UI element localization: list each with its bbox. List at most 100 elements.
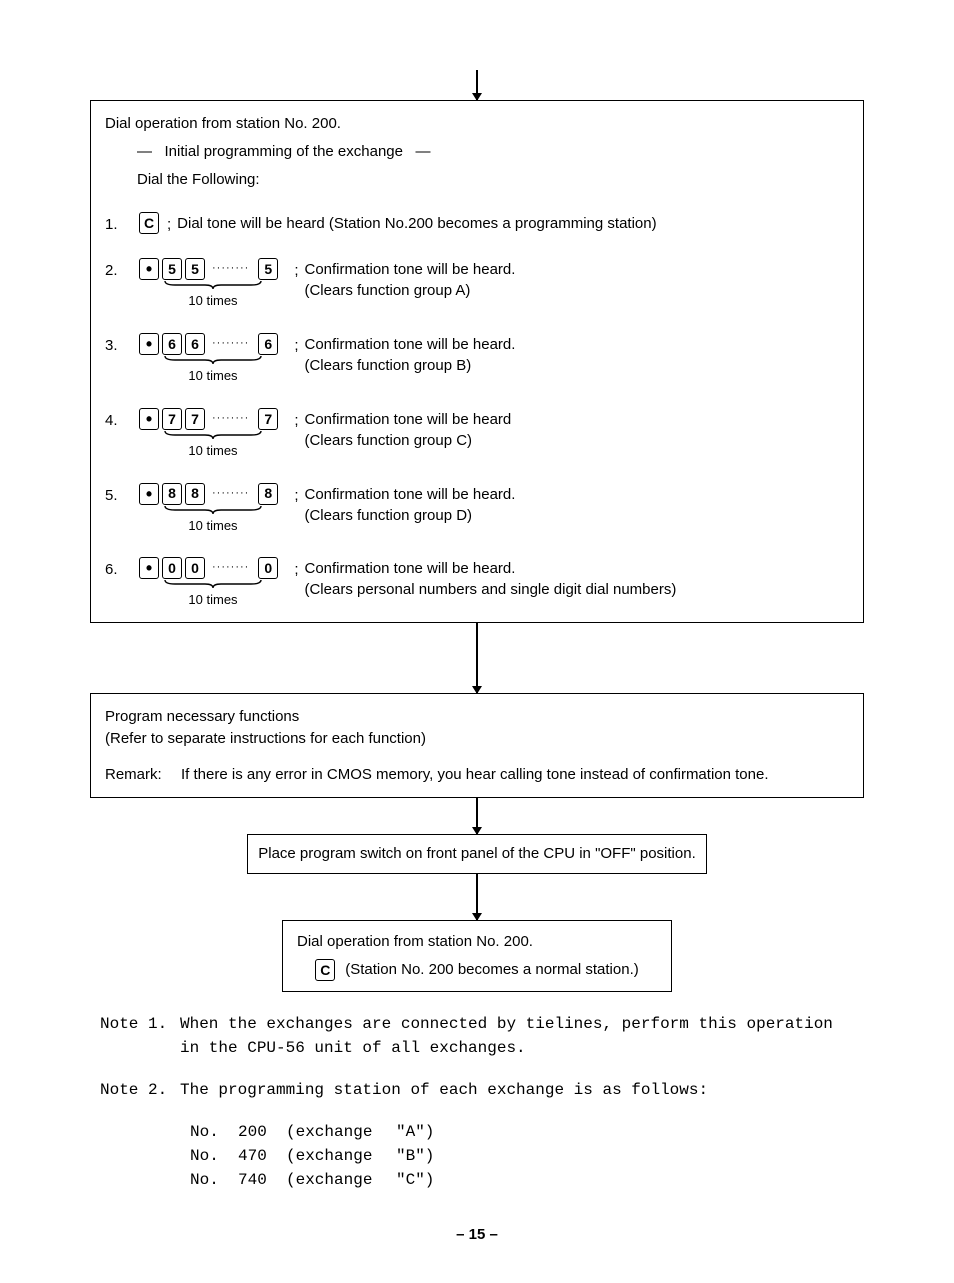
dots: ········ [208, 560, 255, 576]
key-digit: 6 [162, 333, 182, 355]
ex-ex: (exchange [286, 1120, 396, 1144]
semicolon: ; [167, 212, 171, 236]
semicolon: ; [294, 333, 298, 357]
notes: Note 1. When the exchanges are connected… [100, 1012, 854, 1192]
box2-line1: Program necessary functions [105, 706, 849, 728]
brace: 10 times [163, 280, 263, 311]
dots: ········ [208, 411, 255, 427]
key-c-2: C [315, 959, 335, 981]
ex-id: "B") [396, 1144, 434, 1168]
steps-container: 2.•55········510 times;Confirmation tone… [105, 258, 849, 610]
step-row: 5.•88········810 times;Confirmation tone… [105, 483, 849, 536]
note-2: Note 2. The programming station of each … [100, 1078, 854, 1102]
step-num: 2. [105, 258, 139, 282]
key-dot: • [139, 557, 159, 579]
step-row: 6.•00········010 times;Confirmation tone… [105, 557, 849, 610]
ex-num: 470 [238, 1144, 286, 1168]
ex-no: No. [190, 1168, 238, 1192]
key-digit: 7 [185, 408, 205, 430]
key-digit: 5 [185, 258, 205, 280]
key-digit: 5 [162, 258, 182, 280]
box2-remark: Remark: If there is any error in CMOS me… [105, 764, 849, 786]
box4-text2: (Station No. 200 becomes a normal statio… [345, 959, 638, 981]
box4-line1: Dial operation from station No. 200. [297, 931, 657, 953]
semicolon: ; [294, 258, 298, 282]
note2-label: Note 2. [100, 1078, 180, 1102]
semicolon: ; [294, 408, 298, 432]
step-keys: •88········810 times [139, 483, 278, 536]
step-1: 1. C ; Dial tone will be heard (Station … [105, 212, 849, 236]
step-desc: Confirmation tone will be heard(Clears f… [304, 408, 511, 451]
key-digit: 8 [162, 483, 182, 505]
step-num: 3. [105, 333, 139, 357]
step-keys: •66········610 times [139, 333, 278, 386]
ex-ex: (exchange [286, 1168, 396, 1192]
key-digit: 0 [162, 557, 182, 579]
key-dot: • [139, 408, 159, 430]
arrow-2-3 [476, 798, 478, 834]
step-row: 4.•77········710 times;Confirmation tone… [105, 408, 849, 461]
key-digit: 8 [185, 483, 205, 505]
ex-id: "C") [396, 1168, 434, 1192]
box1-line2: — Initial programming of the exchange — [105, 141, 849, 163]
step-num: 5. [105, 483, 139, 507]
key-digit: 0 [258, 557, 278, 579]
exchange-row: No.740(exchange"C") [190, 1168, 854, 1192]
step-desc: Confirmation tone will be heard.(Clears … [304, 333, 515, 376]
box-dial-normal: Dial operation from station No. 200. C (… [282, 920, 672, 992]
key-dot: • [139, 258, 159, 280]
arrow-1-2 [476, 623, 478, 693]
ex-num: 740 [238, 1168, 286, 1192]
semicolon: ; [294, 557, 298, 581]
key-dot: • [139, 333, 159, 355]
exchange-row: No.200(exchange"A") [190, 1120, 854, 1144]
key-digit: 6 [258, 333, 278, 355]
dots: ········ [208, 261, 255, 277]
step-num: 4. [105, 408, 139, 432]
key-digit: 6 [185, 333, 205, 355]
ex-id: "A") [396, 1120, 434, 1144]
box-program-functions: Program necessary functions (Refer to se… [90, 693, 864, 798]
times-label: 10 times [163, 292, 263, 311]
step-row: 2.•55········510 times;Confirmation tone… [105, 258, 849, 311]
key-dot: • [139, 483, 159, 505]
box4-line2: C (Station No. 200 becomes a normal stat… [297, 959, 657, 981]
note1-label: Note 1. [100, 1012, 180, 1060]
step-desc: Confirmation tone will be heard.(Clears … [304, 258, 515, 301]
box1-header: Dial operation from station No. 200. — I… [105, 113, 849, 190]
step-desc: Confirmation tone will be heard.(Clears … [304, 483, 515, 526]
dots: ········ [208, 486, 255, 502]
box-dial-operation: Dial operation from station No. 200. — I… [90, 100, 864, 623]
ex-no: No. [190, 1120, 238, 1144]
brace: 10 times [163, 579, 263, 610]
page-number: – 15 – [70, 1226, 884, 1243]
arrow-3-4 [476, 874, 478, 920]
ex-ex: (exchange [286, 1144, 396, 1168]
step-num: 1. [105, 212, 139, 236]
exchange-row: No.470(exchange"B") [190, 1144, 854, 1168]
key-digit: 0 [185, 557, 205, 579]
brace: 10 times [163, 430, 263, 461]
times-label: 10 times [163, 367, 263, 386]
step-keys: •00········010 times [139, 557, 278, 610]
note1-text: When the exchanges are connected by tiel… [180, 1012, 854, 1060]
key-digit: 7 [258, 408, 278, 430]
remark-text: If there is any error in CMOS memory, yo… [181, 764, 769, 786]
step-row: 3.•66········610 times;Confirmation tone… [105, 333, 849, 386]
step1-keys: C [139, 212, 159, 234]
key-digit: 8 [258, 483, 278, 505]
step-keys: •77········710 times [139, 408, 278, 461]
box1-line3: Dial the Following: [105, 169, 849, 191]
page: Dial operation from station No. 200. — I… [0, 0, 954, 1283]
arrow-top [476, 70, 478, 100]
box1-line1: Dial operation from station No. 200. [105, 113, 849, 135]
dots: ········ [208, 336, 255, 352]
times-label: 10 times [163, 517, 263, 536]
ex-num: 200 [238, 1120, 286, 1144]
step-desc: Confirmation tone will be heard.(Clears … [304, 557, 676, 600]
exchange-table: No.200(exchange"A")No.470(exchange"B")No… [190, 1120, 854, 1192]
ex-no: No. [190, 1144, 238, 1168]
note-1: Note 1. When the exchanges are connected… [100, 1012, 854, 1060]
key-c: C [139, 212, 159, 234]
times-label: 10 times [163, 591, 263, 610]
